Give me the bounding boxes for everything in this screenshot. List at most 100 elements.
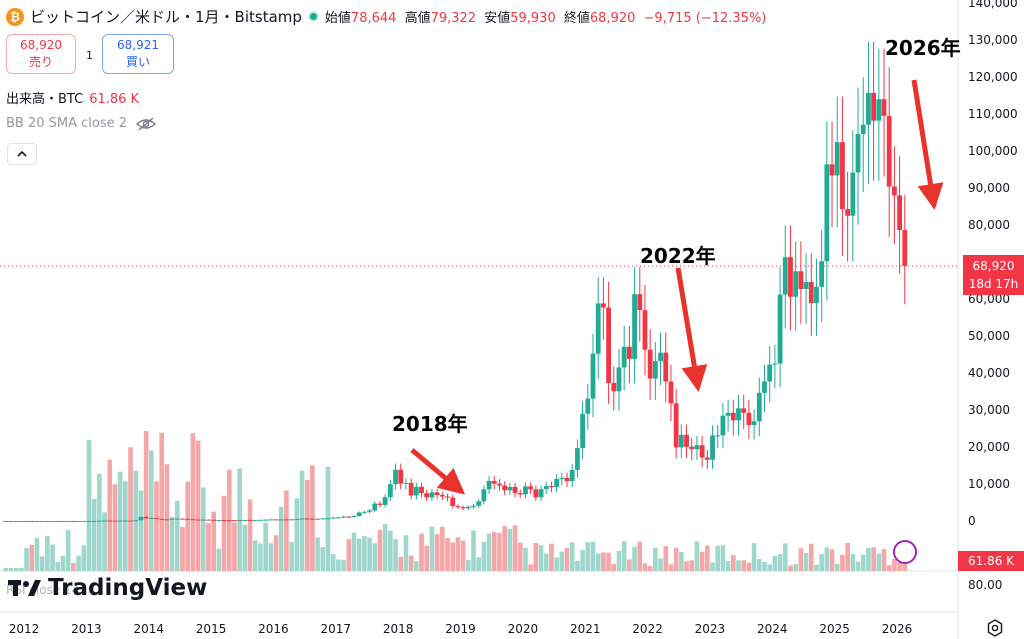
volume-bar	[782, 543, 788, 571]
volume-bar	[185, 481, 190, 571]
candle-body	[491, 480, 497, 484]
candle-body	[637, 294, 643, 311]
price-tick-label: 140,000	[968, 0, 1018, 10]
candle-body	[834, 142, 840, 176]
candle-body	[206, 519, 211, 521]
volume-bar	[414, 561, 419, 571]
candle-body	[767, 364, 773, 382]
volume-bar	[268, 543, 274, 571]
candle-body	[632, 294, 637, 359]
candle-body	[507, 486, 513, 491]
volume-bar	[341, 559, 346, 571]
price-tick-label: 10,000	[968, 477, 1010, 491]
candle-body	[876, 99, 882, 121]
candle-body	[502, 485, 508, 491]
volume-bar	[273, 535, 279, 571]
candle-body	[263, 519, 269, 521]
volume-bar	[460, 540, 466, 571]
volume-bar	[284, 490, 289, 571]
volume-bar	[3, 568, 9, 571]
bollinger-legend[interactable]: BB 20 SMA close 2	[6, 116, 157, 131]
volume-bar	[19, 568, 24, 571]
candle-body	[860, 124, 866, 134]
price-tick-label: 80,000	[968, 218, 1010, 232]
volume-bar	[886, 565, 892, 571]
volume-bar	[372, 543, 378, 571]
volume-bar	[330, 554, 336, 571]
volume-label: 出来高・BTC	[6, 92, 84, 107]
arrow-2018-head	[436, 467, 466, 495]
candle-body	[741, 408, 747, 413]
candle-body	[580, 413, 586, 449]
volume-bar	[289, 542, 294, 571]
volume-bar	[294, 498, 300, 571]
buy-button[interactable]: 68,921 買い	[102, 34, 174, 74]
sell-button[interactable]: 68,920 売り	[6, 34, 76, 74]
volume-bar	[715, 545, 721, 571]
volume-bar	[549, 543, 554, 571]
volume-bar	[834, 563, 840, 571]
candle-body	[102, 520, 107, 522]
volume-bar	[606, 552, 611, 571]
volume-bar	[699, 551, 705, 571]
candle-body	[237, 520, 243, 522]
time-tick-label: 2015	[196, 622, 227, 636]
tradingview-logo[interactable]: TradingView	[8, 575, 207, 601]
volume-bar	[299, 470, 305, 571]
rsi-label[interactable]: RSI close 14	[6, 583, 80, 597]
volume-bar	[403, 535, 409, 571]
price-tick-label: 0	[968, 514, 976, 528]
volume-bar	[647, 565, 653, 571]
candle-body	[684, 434, 689, 447]
candle-body	[356, 512, 362, 517]
candle-body	[221, 520, 227, 522]
volume-bar	[440, 526, 445, 571]
volume-bar	[632, 546, 637, 571]
volume-bar	[575, 560, 580, 571]
volume-legend[interactable]: 出来高・BTC 61.86 K	[6, 88, 139, 107]
high-value: 79,322	[430, 11, 477, 26]
volume-bar	[564, 548, 570, 571]
candle-body	[445, 496, 450, 498]
volume-bar	[829, 549, 835, 571]
candle-body	[315, 518, 320, 520]
volume-bar	[580, 549, 585, 571]
collapse-legend-button[interactable]	[7, 143, 37, 165]
volume-bar	[658, 558, 663, 571]
volume-bar	[174, 500, 180, 571]
candle-body	[70, 520, 76, 522]
candle-body	[154, 518, 159, 520]
candle-body	[616, 367, 622, 392]
volume-bar	[902, 561, 908, 571]
eye-hidden-icon[interactable]	[135, 116, 157, 131]
volume-bar	[211, 511, 216, 571]
volume-bar	[91, 498, 97, 571]
volume-bar	[616, 551, 622, 571]
volume-bar	[746, 562, 752, 571]
volume-bar	[195, 440, 201, 571]
flash-icon[interactable]	[893, 540, 917, 564]
symbol-title[interactable]: ビットコイン／米ドル・1月・Bitstamp	[30, 8, 302, 26]
candle-body	[554, 479, 560, 488]
volume-bar	[497, 532, 502, 571]
settings-button[interactable]	[984, 618, 1006, 638]
candle-body	[190, 519, 196, 521]
volume-bar	[871, 547, 876, 571]
candle-body	[34, 520, 40, 522]
volume-bar	[777, 553, 783, 571]
volume-bar	[450, 542, 456, 571]
candle-body	[601, 303, 606, 308]
candle-body	[3, 520, 9, 522]
candle-body	[419, 486, 424, 494]
spread-value: 1	[86, 49, 93, 62]
candle-body	[751, 421, 757, 425]
candle-body	[642, 310, 648, 350]
price-tick-label: 110,000	[968, 107, 1018, 121]
candle-body	[819, 261, 825, 287]
volume-bar	[34, 537, 40, 571]
candle-body	[44, 520, 50, 522]
volume-bar	[206, 523, 211, 571]
volume-bar	[393, 539, 398, 571]
volume-bar	[824, 547, 830, 571]
